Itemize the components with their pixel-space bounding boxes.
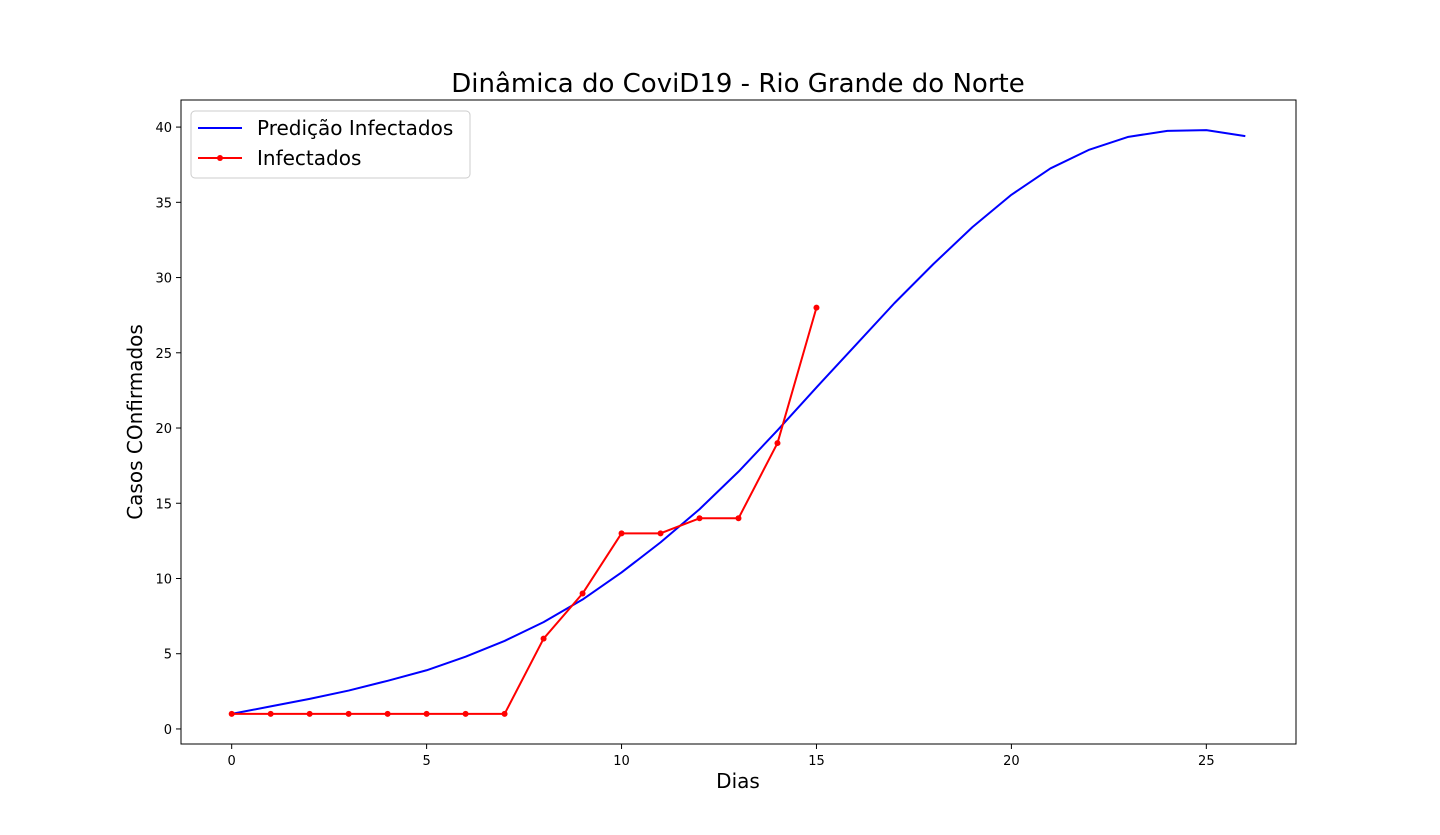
x-tick-label: 0 [228,754,236,769]
chart-title: Dinâmica do CoviD19 - Rio Grande do Nort… [451,69,1024,99]
y-tick-label: 40 [155,121,172,136]
y-tick-label: 15 [155,497,172,512]
y-axis-label: Casos COnfirmados [123,324,147,520]
series-point-1 [618,530,625,537]
y-tick-label: 5 [164,648,172,663]
series-point-1 [462,710,469,717]
series-point-1 [345,710,352,717]
x-tick-label: 5 [422,754,430,769]
plot-area: 0 5 10 15 20 25 0 5 10 15 20 25 30 35 40 [155,99,1297,769]
x-tick-label: 20 [1003,754,1020,769]
series-point-1 [696,515,703,522]
series-point-1 [579,590,586,597]
y-tick-label: 30 [155,272,172,287]
y-tick-label: 20 [155,422,172,437]
series-point-1 [657,530,664,537]
series-point-1 [306,710,313,717]
series-line-0 [231,129,1246,715]
series-point-1 [384,710,391,717]
y-tick-label: 10 [155,572,172,587]
series-point-1 [423,710,430,717]
series-point-1 [813,304,820,311]
series-point-1 [267,710,274,717]
y-tick-label: 0 [164,723,172,738]
y-tick-label: 25 [155,347,172,362]
legend-box [190,110,471,179]
legend: Predição Infectados Infectados [190,110,471,179]
series-line-1 [231,307,818,715]
x-tick-label: 15 [808,754,825,769]
series-point-1 [501,710,508,717]
series-point-1 [228,710,235,717]
legend-label-0: Predição Infectados [257,116,453,140]
x-tick-label: 10 [613,754,630,769]
x-tick-label: 25 [1198,754,1215,769]
series-point-1 [774,440,781,447]
x-axis-label: Dias [716,769,760,793]
plot-frame [180,99,1297,745]
series-point-1 [735,515,742,522]
series-point-1 [540,635,547,642]
legend-marker-1 [217,155,223,161]
legend-label-1: Infectados [257,146,361,170]
y-tick-label: 35 [155,196,172,211]
